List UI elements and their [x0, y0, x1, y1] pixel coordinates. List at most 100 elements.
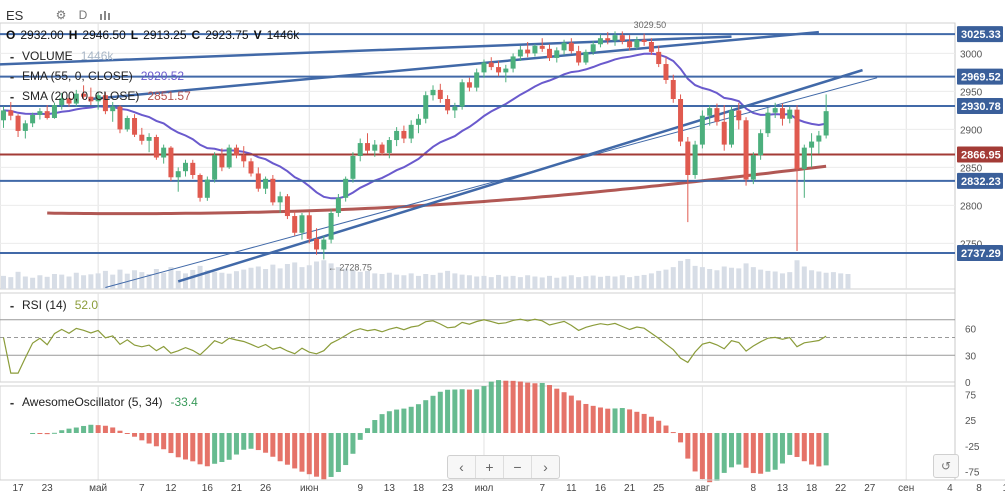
ao-bar [532, 383, 538, 433]
ao-bar [779, 433, 785, 464]
volume-bar [408, 273, 414, 289]
ao-bar [66, 428, 72, 433]
gear-icon[interactable]: ⚙ [55, 8, 67, 22]
scroll-right-button[interactable]: › [543, 459, 548, 475]
symbol-label[interactable]: ES [6, 7, 24, 23]
volume-bar [561, 276, 567, 289]
ao-bar [488, 381, 494, 433]
ao-bar [379, 414, 385, 433]
volume-bar [343, 268, 349, 289]
candle-body [110, 106, 116, 112]
price-annotation: ← 2728.75 [328, 263, 372, 273]
price-label: 2930.78 [961, 101, 1001, 113]
ao-bar [132, 433, 138, 437]
ao-bar [496, 380, 502, 433]
volume-bar [430, 274, 436, 289]
price-label: 2832.23 [961, 176, 1001, 188]
ao-bar [459, 389, 465, 433]
collapse-icon[interactable]: - [9, 394, 15, 410]
date-tick-label: 21 [231, 483, 243, 494]
candle-body [692, 144, 698, 175]
candle-body [15, 115, 21, 131]
ao-bar [255, 433, 261, 451]
date-tick-label: 26 [260, 483, 272, 494]
zoom-in-button[interactable]: + [476, 456, 504, 478]
candle-body [779, 108, 785, 119]
candle-body [801, 147, 807, 169]
volume-bar [510, 275, 516, 289]
volume-bar [88, 274, 94, 289]
ao-bar [517, 381, 523, 433]
ao-bar [110, 427, 116, 433]
date-tick-label: 16 [595, 483, 607, 494]
volume-bar [517, 277, 523, 289]
ao-tick-label: -25 [965, 442, 980, 453]
candle-body [466, 82, 472, 88]
legend-rsi: - RSI (14) 52.0 [6, 297, 98, 313]
ao-bar [124, 433, 130, 434]
date-tick-label: 25 [653, 483, 665, 494]
scroll-left-button[interactable]: ‹ [448, 456, 476, 478]
legend-ao-label: AwesomeOscillator (5, 34) [22, 395, 163, 409]
bar-chart-icon[interactable] [98, 8, 112, 22]
volume-bar [729, 267, 734, 289]
candle-body [648, 42, 654, 52]
ao-bar [212, 433, 218, 464]
volume-bar [801, 266, 807, 289]
volume-bar [415, 275, 421, 289]
interval-button[interactable]: D [78, 8, 88, 22]
candle-body [146, 137, 152, 141]
candle-body [517, 49, 523, 57]
price-tick-label: 2800 [960, 201, 983, 212]
candle-body [525, 49, 531, 54]
zoom-out-button[interactable]: − [504, 456, 532, 478]
collapse-icon[interactable]: - [9, 297, 15, 313]
ao-bar [758, 433, 764, 474]
ao-bar [219, 433, 225, 463]
ao-tick-label: -75 [965, 467, 980, 478]
volume-bar [612, 276, 618, 289]
candle-body [408, 124, 414, 139]
ao-bar [372, 420, 378, 433]
candle-body [670, 80, 676, 99]
candle-body [787, 109, 793, 119]
candle-body [547, 48, 552, 58]
ao-bar [772, 433, 778, 470]
ao-bar [648, 416, 654, 433]
reset-icon[interactable]: ↺ [933, 454, 959, 478]
candle-body [321, 239, 327, 250]
high-key: H [68, 28, 78, 42]
volume-bar [736, 268, 742, 289]
ao-bar [88, 424, 94, 433]
candle-body [1, 110, 6, 121]
volume-bar [190, 269, 196, 289]
candle-body [66, 98, 72, 104]
collapse-icon[interactable]: - [9, 88, 15, 104]
candle-body [532, 45, 538, 54]
collapse-icon[interactable]: - [9, 48, 15, 64]
volume-bar [233, 271, 239, 289]
legend-volume: - VOLUME 1446k [6, 48, 114, 64]
candle-body [386, 140, 392, 153]
ao-bar [408, 406, 414, 433]
volume-bar [255, 266, 261, 289]
ao-bar [263, 433, 269, 453]
ao-bar [386, 411, 392, 433]
collapse-icon[interactable]: - [9, 68, 15, 84]
ao-bar [634, 411, 640, 433]
candle-body [102, 95, 108, 112]
volume-bar [772, 271, 778, 289]
date-tick-label: 4 [947, 483, 953, 494]
price-label-bg [957, 26, 1003, 43]
volume-bar [539, 277, 545, 289]
volume-bar [605, 275, 611, 289]
candle-body [81, 93, 87, 97]
candle-body [73, 93, 79, 104]
candle-body [204, 179, 210, 198]
volume-bar [248, 267, 254, 289]
volume-bar [386, 272, 392, 289]
volume-bar [488, 277, 494, 289]
candle-body [139, 134, 145, 141]
close-value: 2923.75 [205, 28, 249, 42]
